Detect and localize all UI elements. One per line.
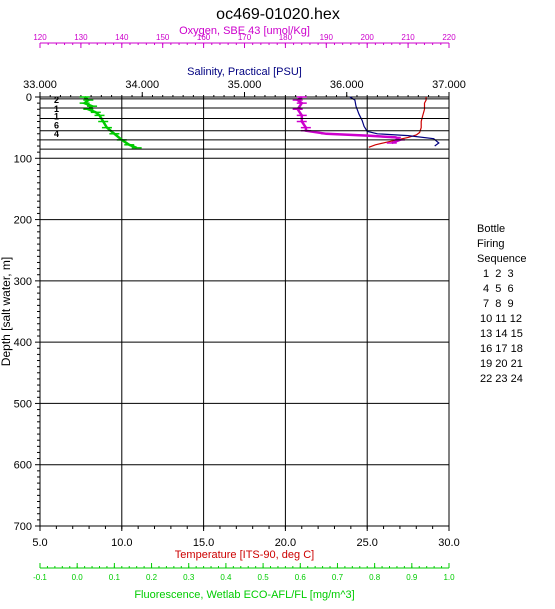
fluorescence-tick-label: 0.3: [183, 573, 195, 582]
legend-row: 16 17 18: [480, 343, 523, 355]
depth-tick-label: 300: [14, 276, 32, 288]
oxygen-tick-label: 160: [197, 33, 211, 42]
bottle-firing-legend: Bottle Firing Sequence 1 2 3 4 5 6 7 8 9…: [477, 222, 527, 387]
oxygen-profile-line: [295, 96, 403, 145]
fluorescence-tick-label: 0.7: [332, 573, 344, 582]
oxygen-tick-label: 140: [115, 33, 129, 42]
legend-title-line: Firing: [477, 238, 505, 250]
salinity-tick-label: 37.000: [432, 79, 466, 91]
oxygen-tick-label: 150: [156, 33, 170, 42]
depth-tick-label: 0: [26, 92, 32, 104]
temperature-profile-line: [368, 97, 427, 148]
axes: 0 100 200 300 400 500 600 700 Depth [salt water,…: [0, 25, 466, 601]
fluorescence-tick-label: 0.5: [258, 573, 270, 582]
grid-lines: [39, 96, 450, 527]
temperature-tick-label: 10.0: [111, 537, 132, 549]
depth-tick-label: 400: [14, 337, 32, 349]
legend-title-line: Sequence: [477, 253, 527, 265]
oxygen-axis-label: Oxygen, SBE 43 [umol/Kg]: [179, 25, 310, 37]
bottle-label: 2: [54, 95, 59, 105]
bottle-label: 6: [54, 121, 59, 131]
oxygen-tick-label: 210: [401, 33, 415, 42]
salinity-tick-label: 34.000: [125, 79, 159, 91]
depth-tick-label: 600: [14, 460, 32, 472]
legend-row: 19 20 21: [480, 358, 523, 370]
salinity-axis-label: Salinity, Practical [PSU]: [187, 66, 302, 78]
legend-title-line: Bottle: [477, 223, 506, 235]
legend-row: 22 23 24: [480, 373, 523, 385]
fluorescence-tick-label: -0.1: [33, 573, 47, 582]
depth-tick-label: 500: [14, 398, 32, 410]
depth-tick-label: 200: [14, 215, 32, 227]
oxygen-tick-label: 200: [361, 33, 375, 42]
temperature-tick-label: 25.0: [356, 537, 377, 549]
depth-tick-label: 100: [14, 153, 32, 165]
bottle-label: 1: [54, 111, 59, 121]
salinity-tick-label: 33.000: [23, 79, 57, 91]
legend-row: 10 11 12: [480, 313, 523, 325]
oxygen-tick-label: 130: [74, 33, 88, 42]
chart-title: oc469-01020.hex: [216, 6, 340, 23]
salinity-tick-label: 35.000: [228, 79, 262, 91]
fluorescence-axis-label: Fluorescence, Wetlab ECO-AFL/FL [mg/m^3]: [134, 589, 354, 601]
oxygen-tick-label: 170: [238, 33, 252, 42]
legend-row: 7 8 9: [480, 298, 514, 310]
fluorescence-tick-label: 1.0: [443, 573, 455, 582]
fluorescence-tick-label: 0.1: [109, 573, 121, 582]
salinity-profile-line: [349, 96, 440, 147]
temperature-axis-label: Temperature [ITS-90, deg C]: [175, 549, 314, 561]
temperature-tick-label: 15.0: [193, 537, 214, 549]
legend-row: 4 5 6: [480, 283, 514, 295]
fluorescence-tick-label: 0.0: [72, 573, 84, 582]
oxygen-tick-label: 120: [33, 33, 47, 42]
oxygen-tick-label: 180: [279, 33, 293, 42]
oxygen-tick-label: 190: [320, 33, 334, 42]
temperature-tick-label: 30.0: [438, 537, 459, 549]
fluorescence-tick-label: 0.9: [406, 573, 418, 582]
fluorescence-tick-label: 0.6: [295, 573, 307, 582]
depth-tick-label: 700: [14, 521, 32, 533]
fluorescence-tick-label: 0.4: [220, 573, 232, 582]
salinity-tick-label: 36.000: [330, 79, 364, 91]
legend-row: 13 14 15: [480, 328, 523, 340]
depth-axis-label: Depth [salt water, m]: [0, 257, 13, 366]
legend-row: 1 2 3: [480, 268, 514, 280]
oxygen-tick-label: 220: [442, 33, 456, 42]
bottle-label: 4: [54, 129, 59, 139]
temperature-tick-label: 5.0: [32, 537, 47, 549]
fluorescence-tick-label: 0.2: [146, 573, 158, 582]
fluorescence-tick-label: 0.8: [369, 573, 381, 582]
bottle-label: 1: [54, 104, 59, 114]
temperature-tick-label: 20.0: [275, 537, 296, 549]
